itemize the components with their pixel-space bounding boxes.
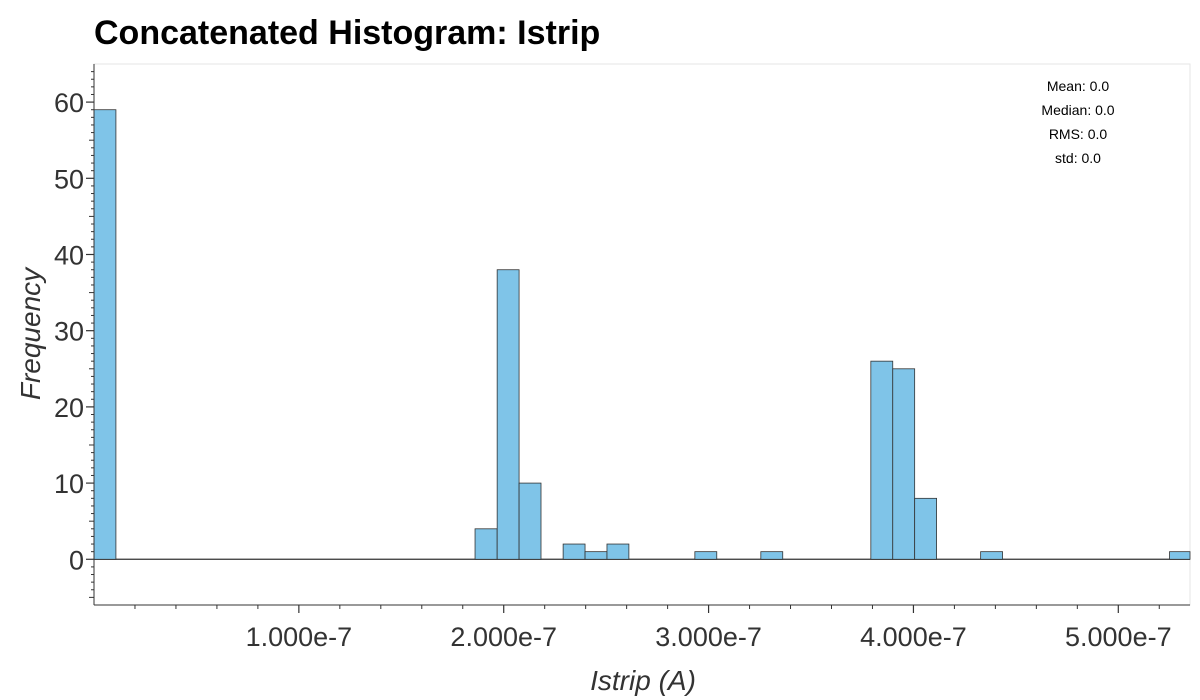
histogram-bar [892,368,916,560]
histogram-bar [694,551,718,560]
stats-line: Mean: 0.0 [1047,78,1109,94]
histogram-bar [760,551,784,560]
plot-frame [93,63,1191,606]
y-tick-label: 60 [54,88,84,118]
plot-area [93,63,1191,606]
y-axis-title: Frequency [15,266,46,400]
histogram-bar [518,482,542,560]
stats-line: RMS: 0.0 [1049,126,1108,142]
y-tick-label: 50 [54,164,84,194]
y-tick-label: 20 [54,393,84,423]
x-tick-label: 5.000e-7 [1065,622,1172,652]
chart-title: Concatenated Histogram: Istrip [94,14,601,52]
histogram-bar [914,497,937,560]
histogram-bar [606,543,630,560]
y-tick-label: 10 [54,469,84,499]
histogram-bar [93,109,117,560]
x-tick-label: 2.000e-7 [450,622,557,652]
x-tick-label: 3.000e-7 [655,622,762,652]
x-axis: 1.000e-7 2.000e-7 3.000e-7 4.000e-7 5.000e-7 [94,604,1190,652]
y-axis: 0 10 20 30 40 50 60 [54,64,95,605]
y-tick-label: 30 [54,317,84,347]
histogram-bar [870,360,894,560]
stats-line: std: 0.0 [1055,150,1101,166]
histogram-bar [496,269,520,560]
histogram-bar [474,528,498,560]
histogram-bar [980,551,1003,560]
y-tick-label: 40 [54,240,84,270]
x-axis-title: Istrip (A) [590,665,696,696]
bars [93,109,1191,560]
stats-line: Median: 0.0 [1041,102,1114,118]
stats-box: Mean: 0.0 Median: 0.0 RMS: 0.0 std: 0.0 [1041,78,1114,166]
histogram-bar [562,543,586,560]
histogram-bar [1169,551,1191,560]
x-tick-label: 1.000e-7 [246,622,353,652]
y-tick-label: 0 [69,545,84,575]
histogram-bar [584,551,608,560]
x-tick-label: 4.000e-7 [860,622,967,652]
